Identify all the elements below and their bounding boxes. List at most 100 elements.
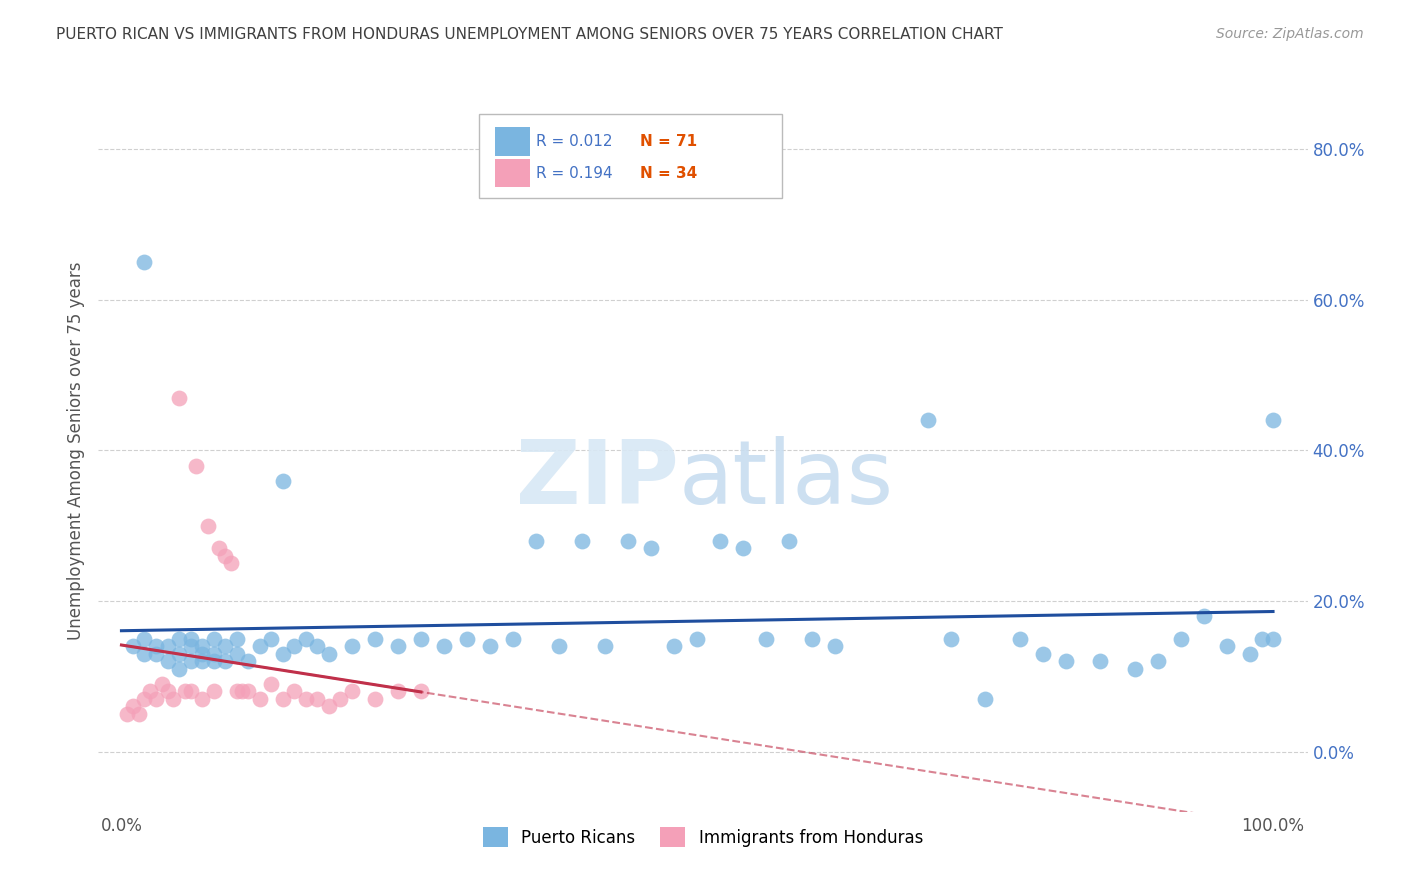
Point — [145, 647, 167, 661]
Text: R = 0.012: R = 0.012 — [536, 134, 613, 149]
Point — [778, 533, 800, 548]
Point — [271, 474, 294, 488]
Point — [387, 684, 409, 698]
Point — [191, 639, 214, 653]
Y-axis label: Unemployment Among Seniors over 75 years: Unemployment Among Seniors over 75 years — [66, 261, 84, 640]
Point — [329, 691, 352, 706]
Point — [150, 677, 173, 691]
Point — [664, 639, 686, 653]
Point — [801, 632, 824, 646]
Point — [191, 647, 214, 661]
Point — [134, 632, 156, 646]
Point — [167, 391, 190, 405]
Point — [208, 541, 231, 556]
Point — [686, 632, 709, 646]
Point — [134, 255, 156, 269]
Point — [294, 632, 316, 646]
Point — [548, 639, 571, 653]
Point — [1032, 647, 1054, 661]
Point — [1170, 632, 1192, 646]
Point — [640, 541, 662, 556]
Point — [456, 632, 478, 646]
Point — [824, 639, 846, 653]
Point — [167, 632, 190, 646]
Point — [271, 691, 294, 706]
Point — [1054, 654, 1077, 668]
Point — [236, 684, 259, 698]
Point — [180, 632, 202, 646]
Point — [134, 691, 156, 706]
Point — [755, 632, 778, 646]
Text: Source: ZipAtlas.com: Source: ZipAtlas.com — [1216, 27, 1364, 41]
Point — [167, 662, 190, 676]
Point — [1123, 662, 1146, 676]
Point — [1261, 413, 1284, 427]
Point — [236, 654, 259, 668]
Point — [617, 533, 640, 548]
Point — [191, 654, 214, 668]
Point — [219, 557, 242, 571]
Point — [225, 684, 247, 698]
Text: R = 0.194: R = 0.194 — [536, 166, 613, 180]
Point — [939, 632, 962, 646]
Point — [128, 706, 150, 721]
Point — [145, 639, 167, 653]
Point — [364, 691, 387, 706]
Point — [180, 684, 202, 698]
Point — [283, 684, 305, 698]
Point — [294, 691, 316, 706]
Point — [202, 632, 225, 646]
Point — [202, 684, 225, 698]
Point — [1261, 632, 1284, 646]
Point — [1239, 647, 1261, 661]
Point — [225, 632, 247, 646]
Point — [340, 684, 363, 698]
Point — [115, 706, 138, 721]
Legend: Puerto Ricans, Immigrants from Honduras: Puerto Ricans, Immigrants from Honduras — [477, 821, 929, 854]
Point — [1250, 632, 1272, 646]
Point — [1008, 632, 1031, 646]
Point — [283, 639, 305, 653]
Point — [139, 684, 162, 698]
Point — [249, 639, 271, 653]
Point — [202, 654, 225, 668]
Point — [409, 632, 432, 646]
Point — [364, 632, 387, 646]
Point — [162, 691, 184, 706]
Point — [1147, 654, 1170, 668]
Point — [307, 639, 329, 653]
Point — [409, 684, 432, 698]
Text: PUERTO RICAN VS IMMIGRANTS FROM HONDURAS UNEMPLOYMENT AMONG SENIORS OVER 75 YEAR: PUERTO RICAN VS IMMIGRANTS FROM HONDURAS… — [56, 27, 1002, 42]
FancyBboxPatch shape — [495, 159, 530, 187]
Point — [134, 647, 156, 661]
Point — [524, 533, 547, 548]
Point — [167, 647, 190, 661]
Point — [173, 684, 195, 698]
Point — [917, 413, 939, 427]
Point — [709, 533, 731, 548]
Point — [340, 639, 363, 653]
Point — [571, 533, 593, 548]
Point — [231, 684, 253, 698]
Point — [202, 647, 225, 661]
Point — [307, 691, 329, 706]
Point — [387, 639, 409, 653]
Point — [180, 639, 202, 653]
Point — [271, 647, 294, 661]
Text: N = 34: N = 34 — [640, 166, 697, 180]
Point — [318, 699, 340, 714]
Point — [260, 632, 283, 646]
Point — [214, 654, 236, 668]
Point — [145, 691, 167, 706]
Point — [156, 684, 179, 698]
Point — [478, 639, 501, 653]
FancyBboxPatch shape — [495, 127, 530, 156]
Point — [186, 458, 208, 473]
Text: atlas: atlas — [679, 436, 894, 523]
Text: N = 71: N = 71 — [640, 134, 697, 149]
Point — [156, 639, 179, 653]
Point — [197, 518, 219, 533]
Text: ZIP: ZIP — [516, 436, 679, 523]
Point — [122, 699, 145, 714]
Point — [1192, 609, 1215, 624]
